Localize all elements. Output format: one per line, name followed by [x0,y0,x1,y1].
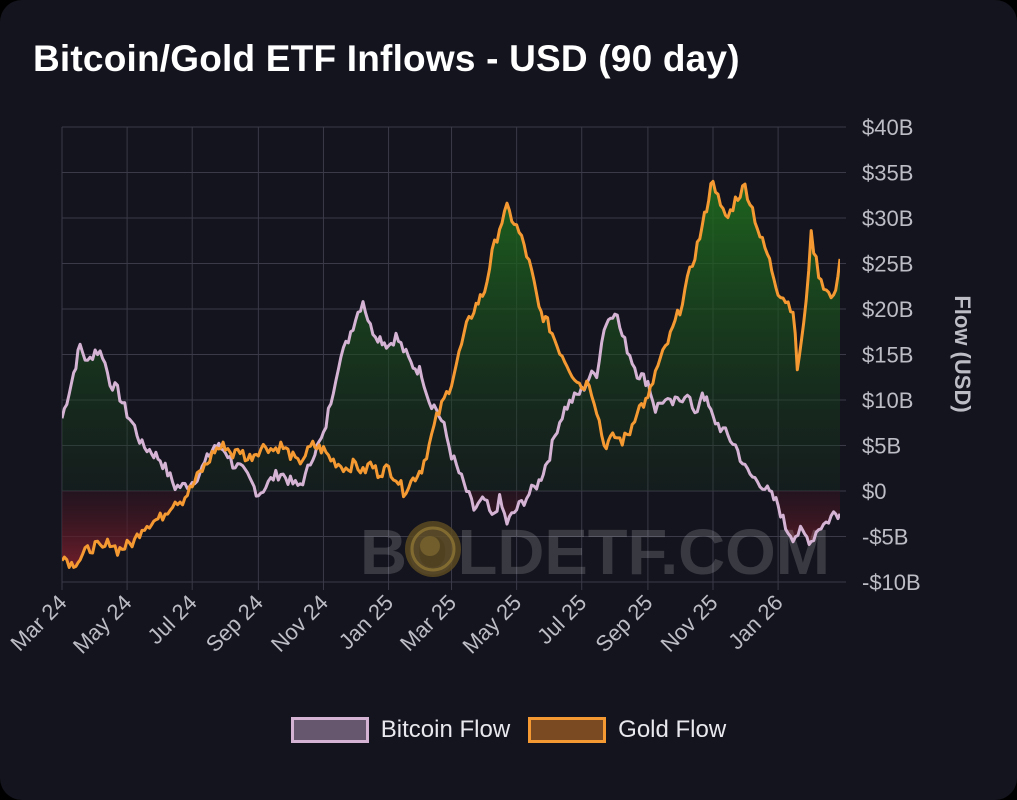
y-tick-label: -$10B [862,570,921,595]
area-fill [62,181,840,568]
y-tick-label: $10B [862,388,913,413]
y-tick-label: $30B [862,206,913,231]
x-tick-label: Nov 25 [656,590,723,657]
x-tick-label: Sep 24 [201,590,268,657]
x-tick-label: May 25 [457,590,526,659]
y-tick-label: $5B [862,434,901,459]
y-axis-ticks: -$10B -$5B $0 $5B $10B $15B $20B $25B $30B $35B $4… [862,115,921,595]
legend-label-gold: Gold Flow [618,716,727,743]
y-tick-label: $15B [862,343,913,368]
negative-flow-area [62,491,840,568]
series-line-bitcoin-flow [62,300,840,546]
legend-swatch-bitcoin [290,717,369,743]
x-tick-label: Jul 24 [143,590,202,649]
legend-swatch-gold [528,717,607,743]
y-tick-label: $40B [862,115,913,140]
chart-title: Bitcoin/Gold ETF Inflows - USD (90 day) [33,38,740,79]
y-tick-label: $35B [862,161,913,186]
y-tick-label: $0 [862,479,886,504]
x-tick-label: May 24 [68,590,137,659]
legend-item-gold[interactable]: Gold Flow [528,716,726,744]
positive-flow-area [62,181,840,491]
legend: Bitcoin Flow Gold Flow [0,716,1017,744]
x-tick-label: Jul 25 [532,590,591,649]
gold-coin-icon [405,521,461,577]
x-tick-label: Jan 26 [723,590,787,654]
x-tick-label: Mar 24 [5,590,71,656]
y-tick-label: $20B [862,297,913,322]
legend-label-bitcoin: Bitcoin Flow [380,716,511,743]
y-axis-title: Flow (USD) [950,295,975,412]
series-lines [62,179,840,569]
series-line-gold-flow [62,179,840,569]
y-tick-label: $25B [862,252,913,277]
y-tick-label: -$5B [862,525,908,550]
x-tick-label: Mar 25 [395,590,461,656]
legend-item-bitcoin[interactable]: Bitcoin Flow [290,716,511,744]
x-tick-label: Sep 25 [590,590,657,657]
x-tick-label: Nov 24 [266,590,333,657]
x-tick-label: Jan 25 [334,590,398,654]
